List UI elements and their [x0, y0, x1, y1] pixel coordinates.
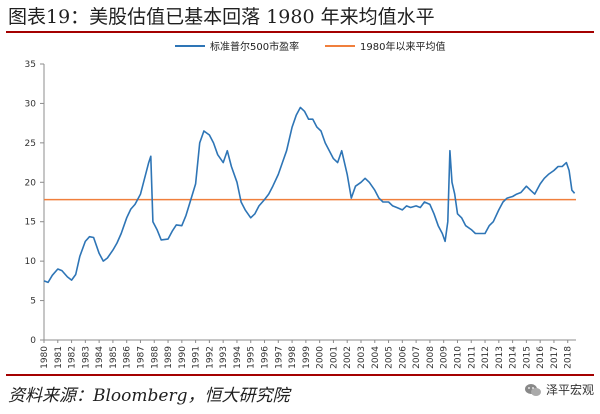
x-tick-label: 1996 [261, 346, 271, 369]
wechat-icon [524, 383, 541, 396]
x-tick-label: 1992 [205, 346, 215, 369]
x-tick-label: 2006 [398, 346, 408, 369]
x-tick-label: 2011 [467, 346, 477, 369]
source-note: 资料来源：Bloomberg，恒大研究院 [8, 386, 290, 406]
x-tick-label: 2008 [426, 346, 436, 369]
brand-badge: 泽平宏观 [524, 381, 594, 398]
pe-series-line [43, 106, 576, 284]
y-tick-label: 35 [25, 60, 36, 70]
x-tick-label: 1981 [54, 346, 64, 369]
x-tick-label: 2016 [536, 346, 546, 369]
x-tick-label: 1984 [95, 346, 105, 369]
x-tick-label: 2015 [522, 346, 532, 369]
x-tick-label: 1989 [164, 346, 174, 369]
x-tick-label: 1995 [247, 346, 257, 369]
title-divider [6, 31, 594, 33]
y-tick-label: 30 [25, 99, 37, 109]
y-tick-label: 0 [30, 336, 36, 346]
x-tick-label: 1991 [192, 346, 202, 369]
x-tick-label: 2002 [343, 346, 353, 369]
x-tick-label: 2001 [329, 346, 339, 369]
x-tick-label: 2014 [509, 346, 519, 369]
brand-name: 泽平宏观 [545, 383, 594, 397]
y-tick-label: 5 [30, 297, 36, 307]
x-tick-label: 2012 [481, 346, 491, 369]
x-tick-label: 1997 [274, 346, 284, 369]
x-tick-label: 1994 [233, 346, 243, 369]
x-tick-label: 1987 [136, 346, 146, 369]
x-tick-label: 2005 [385, 346, 395, 369]
x-tick-label: 2009 [440, 346, 450, 369]
legend-label-pe: 标准普尔500市盈率 [210, 40, 299, 53]
chart-plot: 0 5 10 15 20 25 30 35 1980 1981 1982 1983 1984 1985 19… [25, 40, 576, 369]
x-tick-label: 2018 [564, 346, 574, 369]
y-tick-label: 25 [25, 139, 36, 149]
x-tick-label: 1999 [302, 346, 312, 369]
x-tick-label: 2007 [412, 346, 422, 369]
x-tick-label: 2017 [550, 346, 560, 369]
chart-title: 图表19：美股估值已基本回落 1980 年来均值水平 [8, 6, 435, 28]
legend-label-mean: 1980年以来平均值 [360, 40, 445, 53]
x-tick-label: 1993 [219, 346, 229, 369]
x-tick-label: 2013 [495, 346, 505, 369]
y-tick-label: 15 [25, 218, 36, 228]
footer-divider [6, 374, 594, 376]
x-tick-label: 1998 [288, 346, 298, 369]
x-tick-label: 1980 [40, 346, 50, 369]
x-tick-label: 1990 [178, 346, 188, 369]
x-tick-label: 2003 [357, 346, 367, 369]
x-tick-label: 1983 [81, 346, 91, 369]
y-tick-label: 10 [25, 257, 37, 267]
x-tick-label: 1982 [68, 346, 78, 369]
x-tick-label: 1985 [109, 346, 119, 369]
x-tick-label: 1988 [150, 346, 160, 369]
x-tick-label: 1986 [123, 346, 133, 369]
x-tick-label: 2004 [371, 346, 381, 369]
x-tick-label: 2010 [453, 346, 463, 369]
y-tick-label: 20 [25, 178, 37, 188]
x-tick-label: 2000 [316, 346, 326, 369]
